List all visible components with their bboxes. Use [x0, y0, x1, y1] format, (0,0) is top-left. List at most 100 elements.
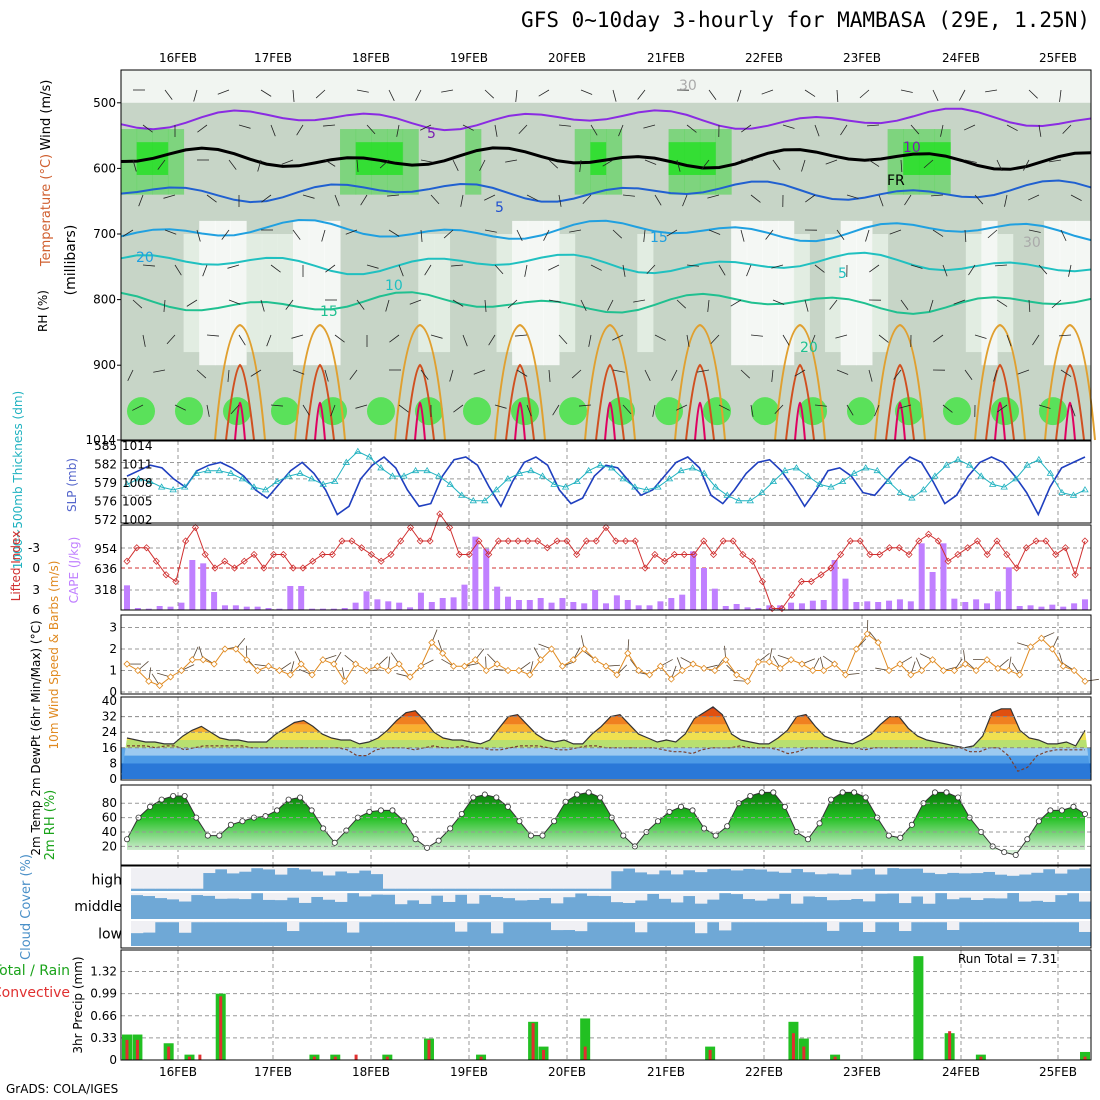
- lifted-index-point: [534, 537, 542, 545]
- wind-tick-label: 2: [109, 642, 117, 656]
- cloud-row-label: middle: [74, 899, 122, 915]
- cloud-cell-gap: [407, 921, 420, 923]
- cloud-cell-gap: [971, 921, 984, 923]
- rh-core: [699, 142, 717, 175]
- rh-point: [158, 796, 165, 803]
- rh-point: [654, 818, 661, 825]
- side-axis-label: 10m Wind Speed & Barbs (m/s): [47, 561, 61, 750]
- low-level-rh-patch: [367, 397, 395, 426]
- lifted-index-point: [680, 550, 688, 559]
- cloud-cell-gap: [299, 868, 312, 870]
- cloud-cell-gap: [719, 868, 732, 869]
- wind-barb: [923, 159, 934, 169]
- pressure-tick-label: 700: [93, 227, 116, 241]
- thickness-point: [1000, 483, 1008, 490]
- wind-barb: [174, 404, 186, 411]
- cloud-cell-gap: [335, 868, 348, 872]
- wind-barb: [900, 299, 909, 310]
- precip-convective-bar: [479, 1056, 483, 1060]
- thickness-point: [492, 486, 501, 493]
- date-label-top: 20FEB: [548, 51, 586, 65]
- rh-point: [435, 837, 442, 844]
- wind-barb: [750, 194, 761, 203]
- wind-speed-point: [776, 664, 784, 672]
- rh-point: [147, 803, 154, 810]
- wind-barb: [900, 89, 913, 93]
- cloud-cell-gap: [863, 868, 876, 869]
- rh-point: [862, 794, 869, 801]
- cloud-cell-gap: [839, 868, 852, 875]
- thickness-point: [654, 483, 662, 490]
- cloud-cell-gap: [947, 868, 960, 873]
- lifted-index-point: [758, 577, 766, 586]
- cloud-cell-gap: [575, 921, 588, 932]
- lifted-index-point: [172, 577, 180, 586]
- wind-barb: [804, 89, 816, 97]
- thickness-point: [192, 469, 200, 476]
- lifted-index-point: [983, 550, 991, 559]
- rh-point: [539, 832, 546, 839]
- wind-barb: [324, 369, 329, 382]
- rh-point: [678, 803, 685, 810]
- cloud-cell-gap: [731, 921, 744, 923]
- thickness-point: [1046, 469, 1055, 476]
- convective-contour: [785, 363, 815, 441]
- cloud-cell-gap: [179, 893, 192, 902]
- cloud-cell-gap: [659, 921, 672, 923]
- dry-column: [871, 234, 889, 353]
- panel-frame: [120, 949, 1092, 1061]
- cape-bar: [287, 586, 294, 610]
- wind-speed-point: [275, 666, 283, 675]
- wind-speed-point: [809, 666, 817, 675]
- temp-tick-label: 8: [109, 756, 117, 770]
- rh-point: [181, 793, 188, 800]
- precip-convective-bar: [542, 1049, 546, 1060]
- wind-barb: [230, 404, 240, 415]
- cloud-cell-gap: [683, 868, 696, 871]
- convective-contour: [305, 363, 335, 441]
- wind-speed-point: [341, 677, 349, 685]
- cloud-cell-gap: [359, 868, 372, 871]
- cloud-cell-gap: [1043, 868, 1056, 870]
- wind-barb: [257, 159, 262, 172]
- wind-barb: [904, 194, 912, 206]
- convective-contour: [794, 401, 806, 441]
- date-label-top: 24FEB: [942, 51, 980, 65]
- wind-barb: [163, 299, 166, 312]
- cloud-cell-gap: [347, 868, 360, 874]
- wind-speed-point: [591, 656, 599, 664]
- cloud-cell-gap: [743, 868, 756, 869]
- cloud-cell-gap: [995, 868, 1008, 875]
- wind-barb: [968, 264, 976, 276]
- thickness-tick-label: 576: [94, 495, 117, 509]
- slp-tick-label: 1005: [122, 495, 153, 509]
- cloud-cell-gap: [383, 868, 396, 889]
- cape-bar: [254, 606, 261, 610]
- cape-bar: [319, 608, 326, 610]
- cloud-cell-gap: [1007, 868, 1020, 876]
- rh-core: [903, 142, 920, 175]
- cape-bar: [581, 603, 588, 610]
- panel-frame: [120, 440, 1092, 524]
- rh-point: [804, 836, 811, 843]
- low-level-rh-patch: [175, 397, 203, 426]
- cloud-cell-gap: [887, 921, 900, 923]
- cloud-cell-gap: [359, 921, 372, 923]
- thickness-point: [781, 466, 789, 474]
- cape-bar: [875, 602, 882, 610]
- precip-convective-bar: [125, 1039, 129, 1060]
- temp-tick-label: 16: [102, 741, 117, 755]
- wind-speed-point: [428, 638, 436, 647]
- wind-barb: [814, 404, 827, 407]
- low-level-rh-patch: [943, 397, 971, 426]
- cape-bar: [635, 605, 642, 610]
- cloud-cell-gap: [863, 893, 876, 902]
- cloud-cell-gap: [1019, 893, 1032, 902]
- wind-barb: [324, 159, 336, 167]
- lifted-index-point: [797, 577, 806, 586]
- cloud-cell-gap: [1019, 921, 1032, 923]
- cloud-cell-gap: [707, 921, 720, 923]
- dry-column: [214, 220, 232, 366]
- wind-barb: [228, 299, 241, 305]
- rh-point: [770, 789, 777, 796]
